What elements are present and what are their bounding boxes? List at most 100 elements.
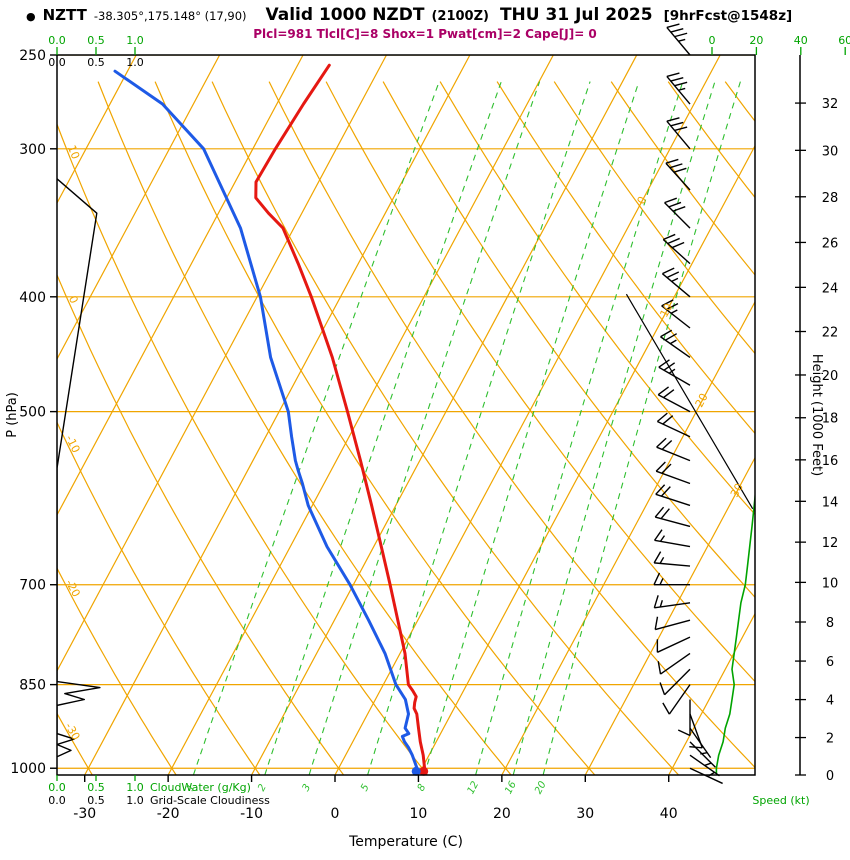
pressure-tick-label: 1000 (10, 761, 46, 777)
cloudiness-scale-tick-label: 0.0 (48, 794, 66, 807)
isotherm-line (167, 55, 554, 775)
wind-barb (664, 197, 691, 229)
wind-barb (661, 299, 691, 329)
cloudiness-scale-tick-label: 0.5 (87, 56, 105, 69)
temperature-axis-title: Temperature (C) (348, 834, 463, 850)
indices-line: Plcl=981 Tlcl[C]=8 Shox=1 Pwat[cm]=2 Cap… (253, 27, 597, 41)
wind-barb (653, 572, 690, 586)
height-tick-label: 30 (822, 144, 839, 159)
height-tick-label: 28 (822, 191, 839, 206)
mixing-ratio-line (264, 81, 502, 775)
pressure-tick-label: 500 (19, 405, 46, 421)
dry-adiabat-label: -20 (63, 577, 83, 599)
mixing-ratio-line (512, 81, 716, 775)
dry-adiabat-line (97, 81, 512, 775)
cloudwater-scale-tick-label: 1.0 (126, 34, 144, 47)
isotherm-label: 10 (657, 301, 675, 319)
mixing-ratio-label: 3 (301, 782, 314, 793)
height-tick-label: 2 (826, 732, 834, 747)
speed-scale-tick-label: 60 (838, 34, 850, 47)
title-bar: ● NZTT -38.305°,175.148° (17,90) Valid 1… (26, 5, 846, 25)
isotherm-label: 0 (635, 194, 650, 206)
pressure-tick-label: 700 (19, 578, 46, 594)
pressure-axis-title: P (hPa) (5, 392, 20, 438)
wind-barb (656, 636, 691, 653)
isotherm-line (251, 55, 638, 775)
wind-barb (689, 741, 716, 768)
height-tick-label: 6 (826, 655, 834, 670)
pressure-tick-label: 850 (19, 678, 46, 694)
isotherm-line (57, 55, 304, 517)
height-tick-label: 4 (826, 694, 834, 709)
grid (57, 55, 755, 775)
isotherm-line (668, 612, 755, 775)
isotherm-line (57, 55, 221, 361)
mixing-ratio-label: 5 (359, 782, 372, 793)
wind-barb (689, 767, 723, 785)
wind-barb (657, 386, 691, 413)
mixing-ratio-line (423, 81, 640, 775)
wind-barb (666, 72, 691, 105)
dry-adiabat-line (439, 81, 755, 516)
temperature-tick-label: -10 (240, 806, 263, 822)
black-diagonal-line (625, 293, 754, 510)
wind-barb (656, 437, 691, 462)
isotherm-label: 20 (693, 391, 711, 409)
wind-barb (653, 551, 691, 567)
height-tick-label: 12 (822, 536, 839, 551)
station-id: NZTT (42, 6, 87, 24)
wind-barb (666, 23, 691, 56)
valid-time: Valid 1000 NZDT (265, 5, 425, 25)
dry-adiabat-line (57, 420, 261, 775)
wind-barbs (653, 23, 723, 785)
mixing-ratio-label: 8 (416, 782, 429, 793)
wind-barb (689, 754, 720, 777)
dry-adiabat-line (268, 81, 755, 769)
wind-barb (677, 699, 691, 737)
cloudiness-curve (57, 178, 101, 758)
height-tick-label: 0 (826, 769, 834, 784)
wind-barb (661, 267, 691, 298)
mixing-ratio-line (367, 81, 591, 775)
pressure-tick-label: 250 (19, 48, 46, 64)
wind-barb (659, 668, 691, 696)
pressure-tick-label: 300 (19, 142, 46, 158)
speed-scale-tick-label: 0 (709, 34, 716, 47)
cloudiness-scale-tick-label: 1.0 (126, 794, 144, 807)
mixing-ratio-label: 16 (503, 780, 519, 796)
station-coords: -38.305°,175.148° (17,90) (93, 9, 247, 23)
isotherm-line (417, 144, 755, 775)
mixing-ratio-line (192, 81, 440, 775)
cloudwater-scale-tick-label: 0.5 (87, 34, 105, 47)
wind-barb (660, 329, 691, 358)
cloudwater-scale-tick-label: 0.0 (48, 34, 66, 47)
dry-adiabat-label: -10 (63, 433, 83, 455)
temperature-tick-label: -30 (73, 806, 96, 822)
wind-barb (665, 158, 691, 191)
temperature-tick-label: 20 (493, 806, 511, 822)
valid-time-utc: (2100Z) (431, 9, 489, 24)
valid-date: THU 31 Jul 2025 (499, 5, 653, 25)
isotherm-line (57, 55, 388, 673)
cloudiness-axis-title: Grid-Scale Cloudiness (150, 794, 270, 807)
dry-adiabat-line (724, 81, 755, 123)
isotherm-line (584, 456, 755, 775)
temperature-tick-label: 30 (576, 806, 594, 822)
height-tick-label: 8 (826, 616, 834, 631)
wind-barb (654, 616, 691, 631)
dry-adiabat-line (154, 81, 596, 775)
isotherm-label: 30 (728, 481, 746, 499)
wind-barb (655, 484, 691, 507)
dry-adiabat-line (496, 81, 755, 435)
height-tick-label: 26 (822, 236, 839, 251)
wind-barb (689, 727, 712, 759)
dry-adiabat-line (325, 81, 755, 683)
wind-barb (653, 529, 691, 548)
dry-adiabat-label: 0 (66, 294, 81, 306)
dry-adiabat-line (57, 122, 428, 775)
cloudwater-axis-title: CloudWater (g/Kg) (150, 781, 251, 794)
speed-scale-tick-label: 40 (794, 34, 808, 47)
height-tick-label: 20 (822, 369, 839, 384)
height-tick-label: 16 (822, 454, 839, 469)
cloudiness-scale-tick-label: 1.0 (126, 56, 144, 69)
